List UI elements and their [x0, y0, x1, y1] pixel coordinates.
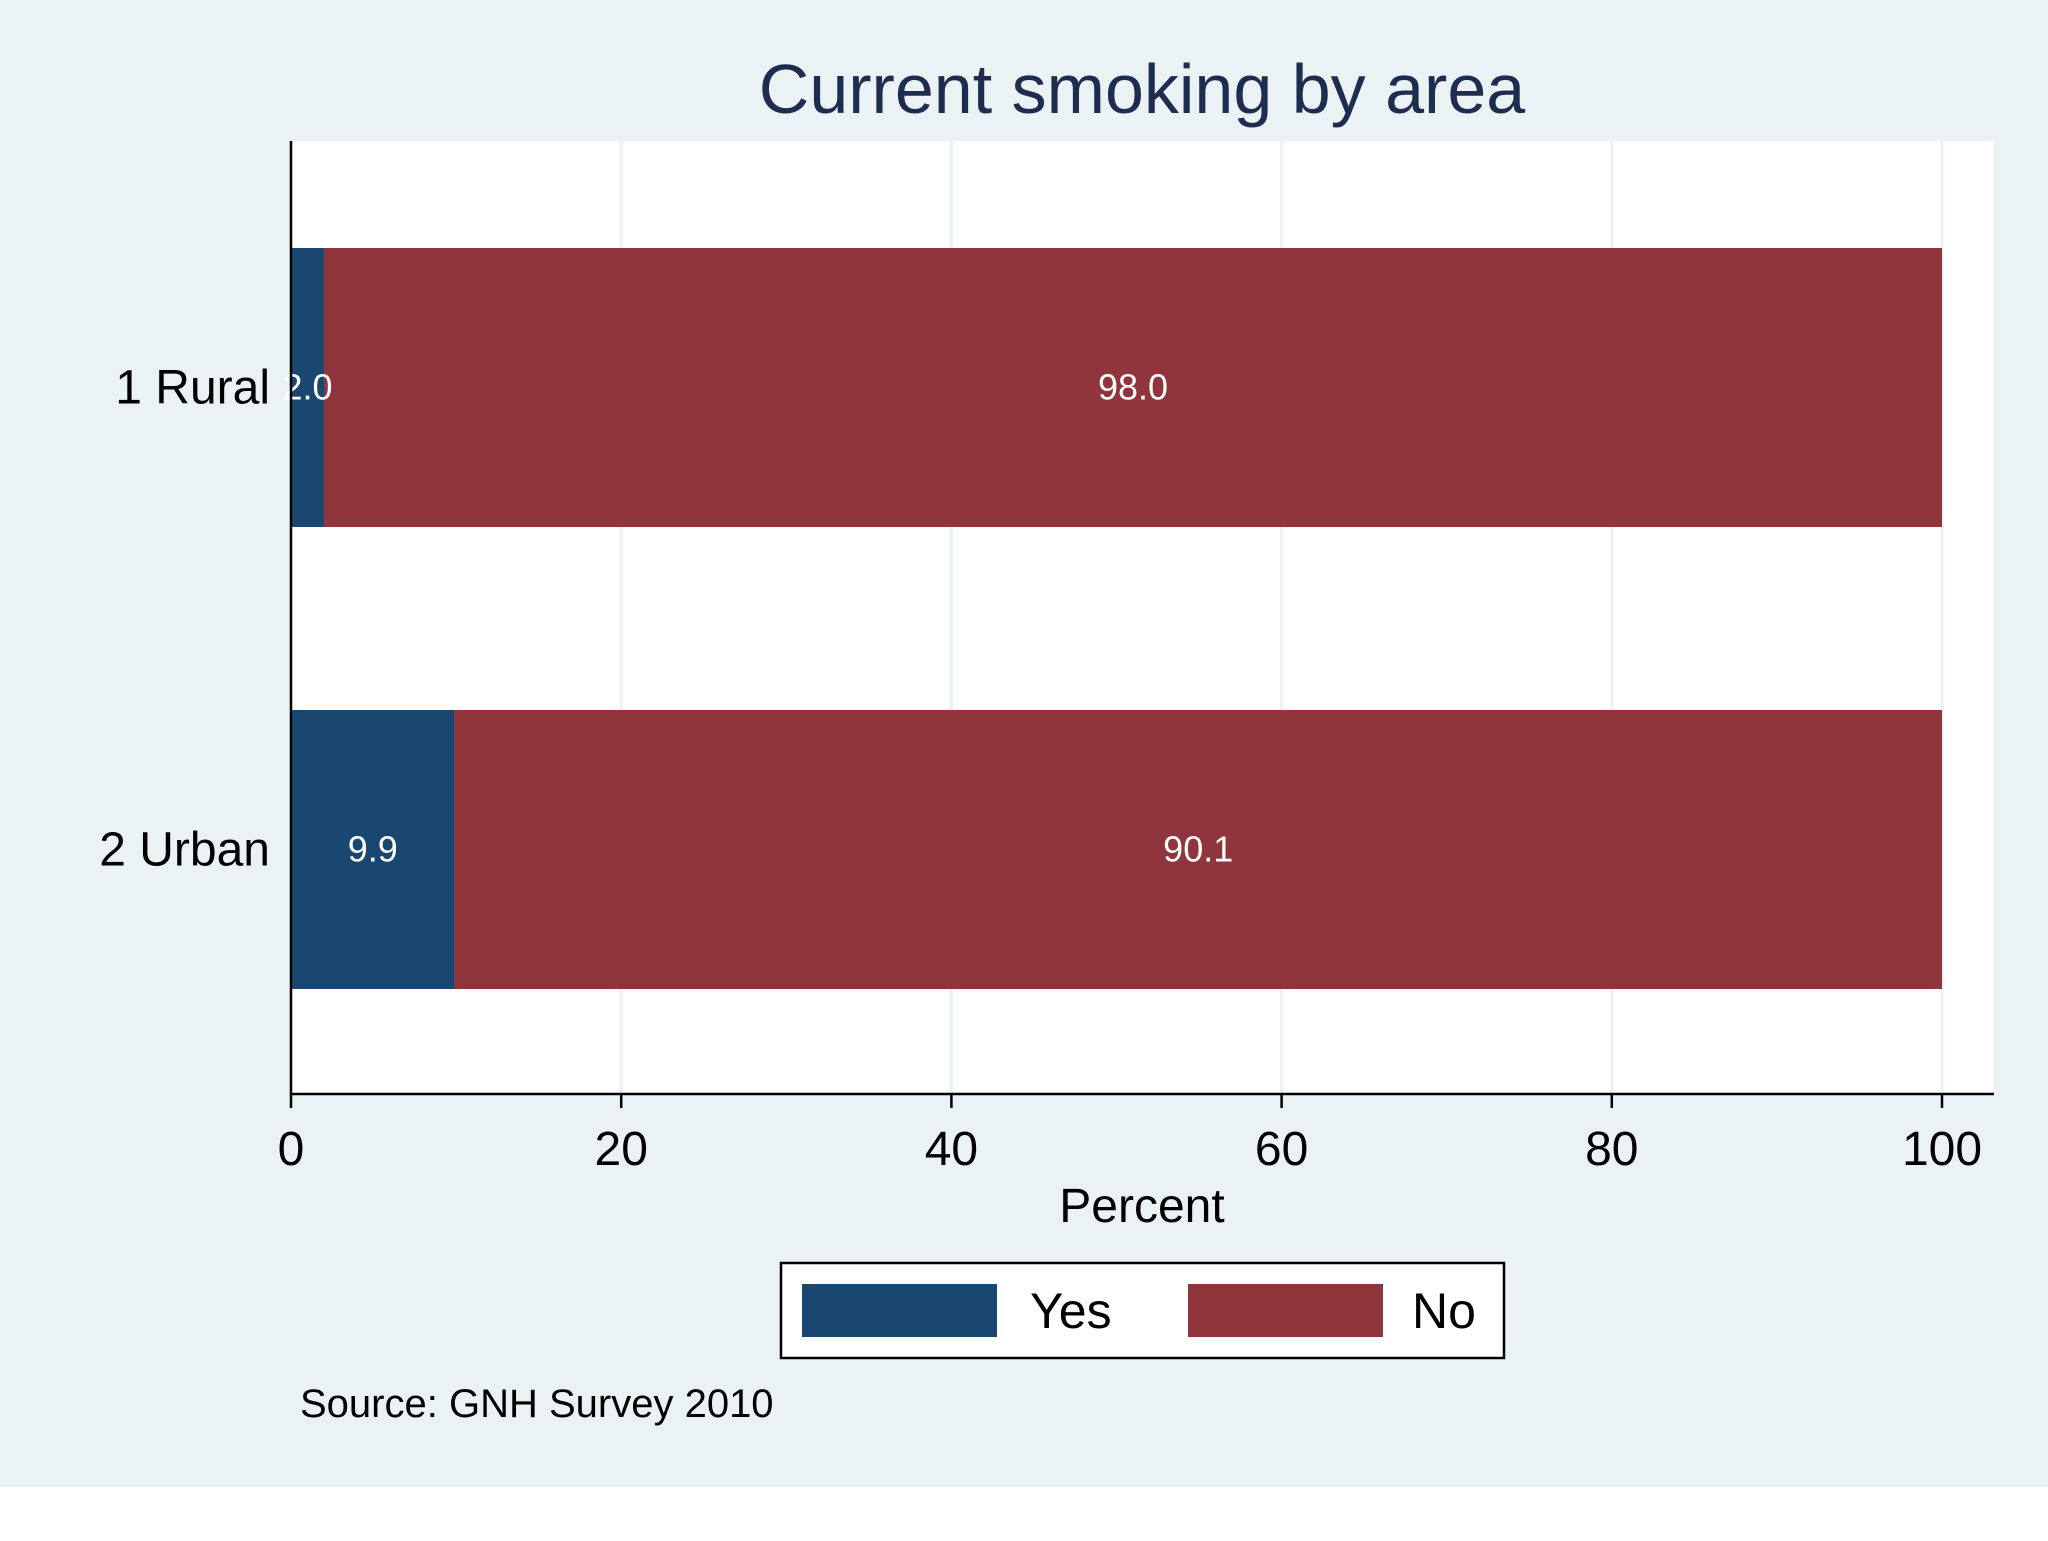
- legend-swatch-yes: [802, 1284, 997, 1337]
- value-label: 98.0: [1098, 367, 1168, 408]
- bar-no-2: [454, 710, 1943, 989]
- chart-title: Current smoking by area: [759, 50, 1526, 128]
- axes: 0 20 40 60 80 100: [278, 141, 1994, 1176]
- legend-swatch-no: [1188, 1284, 1383, 1337]
- source-note: Source: GNH Survey 2010: [300, 1382, 774, 1426]
- bars: [291, 248, 1943, 989]
- legend: Yes No: [779, 1261, 1506, 1360]
- legend-label-no: No: [1412, 1283, 1476, 1339]
- y-tick-label: 1 Rural: [115, 362, 270, 415]
- x-tick-label: 40: [925, 1123, 978, 1176]
- x-tick-label: 60: [1255, 1123, 1308, 1176]
- bar-yes-1: [291, 248, 325, 527]
- x-tick-label: 20: [595, 1123, 648, 1176]
- bar-no-1: [324, 248, 1942, 527]
- legend-label-yes: Yes: [1030, 1283, 1112, 1339]
- value-label: 90.1: [1163, 829, 1233, 870]
- value-label: 9.9: [348, 829, 398, 870]
- legend-box: [779, 1261, 1506, 1360]
- bar-yes-2: [291, 710, 455, 989]
- x-axis-label: Percent: [1059, 1180, 1224, 1233]
- x-tick-label: 100: [1902, 1123, 1982, 1176]
- x-tick-label: 80: [1585, 1123, 1638, 1176]
- y-tick-label: 2 Urban: [99, 824, 270, 877]
- x-tick-label: 0: [278, 1123, 305, 1176]
